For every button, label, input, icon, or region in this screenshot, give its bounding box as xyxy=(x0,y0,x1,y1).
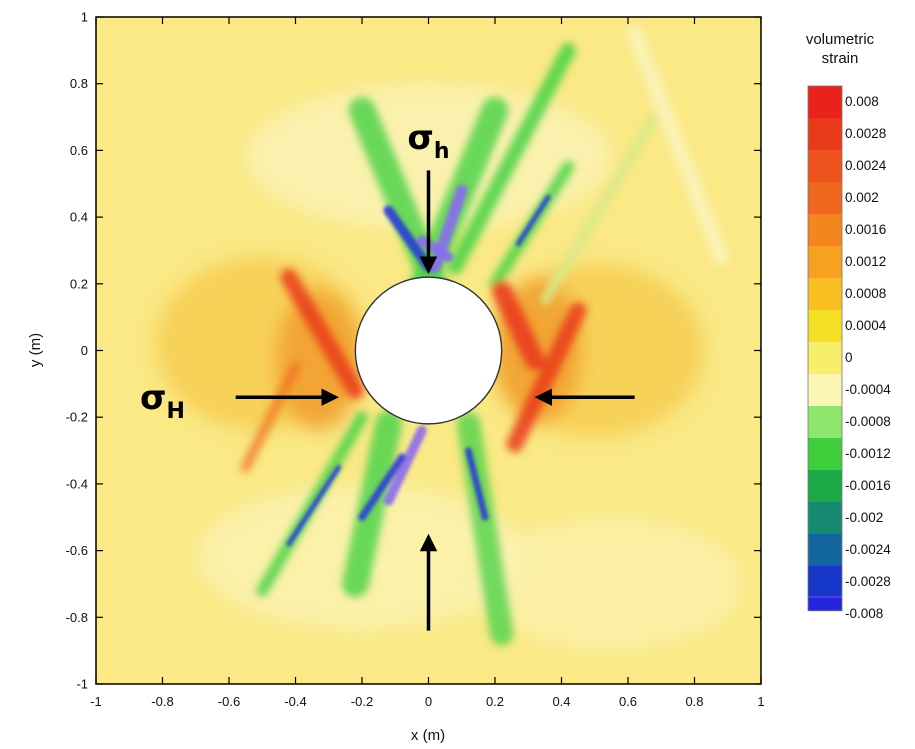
colorbar-label: 0.0004 xyxy=(845,318,887,333)
y-tick-label: 0 xyxy=(81,343,88,358)
colorbar-swatch xyxy=(808,182,842,214)
colorbar-swatch xyxy=(808,534,842,566)
colorbar-swatch xyxy=(808,598,842,611)
colorbar-swatch xyxy=(808,596,842,598)
colorbar-label: -0.0028 xyxy=(845,574,891,589)
y-tick-label: -0.8 xyxy=(66,610,88,625)
colorbar-label: 0.002 xyxy=(845,190,879,205)
colorbar-swatch xyxy=(808,502,842,534)
y-tick-label: 0.8 xyxy=(70,76,88,91)
y-axis-title: y (m) xyxy=(27,333,44,367)
colorbar-label: -0.0008 xyxy=(845,414,891,429)
x-tick-label: -0.4 xyxy=(284,694,306,709)
colorbar-label: 0.0008 xyxy=(845,286,886,301)
colorbar-label: -0.008 xyxy=(845,606,883,621)
shear-band xyxy=(280,268,364,399)
colorbar-swatch xyxy=(808,86,842,118)
x-tick-label: -0.8 xyxy=(151,694,173,709)
colorbar-label: -0.0004 xyxy=(845,382,891,397)
strain-core xyxy=(383,425,427,506)
colorbar-swatch xyxy=(808,566,842,598)
colorbar-label: 0.0024 xyxy=(845,158,887,173)
orange-zone xyxy=(275,290,362,431)
x-tick-label: -0.6 xyxy=(218,694,240,709)
strain-core xyxy=(515,194,551,247)
strain-core xyxy=(416,235,454,263)
colorbar-swatch xyxy=(808,310,842,342)
y-tick-label: 0.2 xyxy=(70,276,88,291)
colorbar-label: 0.0012 xyxy=(845,254,886,269)
strain-core xyxy=(465,447,489,521)
strain-core xyxy=(358,453,406,521)
colorbar-label: 0.0028 xyxy=(845,126,886,141)
colorbar-label: -0.0024 xyxy=(845,542,891,557)
shear-band xyxy=(456,412,514,646)
y-tick-label: -0.4 xyxy=(66,476,88,491)
axes: -1 -0.8 -0.6 -0.4 -0.2 0 0.2 0.4 0.6 0.8 1 1 0.8 0.6 0… xyxy=(66,10,765,710)
colorbar-title-line: volumetric xyxy=(806,31,875,48)
light-zone xyxy=(478,517,745,651)
colorbar-swatch xyxy=(808,406,842,438)
y-tick-label: 1 xyxy=(81,10,88,25)
colorbar-title-line: strain xyxy=(822,50,859,67)
colorbar-swatch xyxy=(808,150,842,182)
colorbar-swatch xyxy=(808,246,842,278)
colorbar-swatch xyxy=(808,374,842,406)
x-tick-label: 0.8 xyxy=(685,694,703,709)
colorbar-label: -0.002 xyxy=(845,510,883,525)
y-tick-label: -0.2 xyxy=(66,410,88,425)
colorbar-label: 0.008 xyxy=(845,94,879,109)
y-tick-label: 0.4 xyxy=(70,210,88,225)
light-zone xyxy=(245,83,612,231)
shear-band xyxy=(506,302,587,453)
colorbar-label: 0.0016 xyxy=(845,222,886,237)
y-tick-label: -0.6 xyxy=(66,543,88,558)
shear-band xyxy=(240,362,301,473)
colorbar-swatch xyxy=(808,438,842,470)
shear-band xyxy=(626,25,730,266)
y-tick-label: 0.6 xyxy=(70,143,88,158)
colorbar-swatch xyxy=(808,278,842,310)
x-tick-label: -1 xyxy=(90,694,102,709)
x-tick-label: -0.2 xyxy=(351,694,373,709)
colorbar-swatch xyxy=(808,118,842,150)
colorbar-swatch xyxy=(808,342,842,374)
x-tick-label: 0.2 xyxy=(486,694,504,709)
strain-core xyxy=(286,464,342,547)
colorbar: volumetric strain 0.008 0.0028 0.0024 0.002 0.… xyxy=(806,31,891,621)
colorbar-label: 0 xyxy=(845,350,853,365)
colorbar-swatch xyxy=(808,470,842,502)
shear-band xyxy=(539,112,660,306)
sigma-h-subscript: h xyxy=(434,139,450,164)
colorbar-label: -0.0012 xyxy=(845,446,891,461)
x-tick-label: 0 xyxy=(425,694,432,709)
sigma-H-subscript: H xyxy=(167,399,185,424)
shear-band xyxy=(447,42,576,275)
colorbar-frame xyxy=(807,85,843,612)
x-axis-title: x (m) xyxy=(411,727,445,744)
y-tick-label: -1 xyxy=(76,677,88,692)
colorbar-swatch xyxy=(808,214,842,246)
x-tick-label: 0.6 xyxy=(619,694,637,709)
x-tick-label: 1 xyxy=(757,694,764,709)
x-tick-label: 0.4 xyxy=(552,694,570,709)
borehole xyxy=(354,276,503,425)
colorbar-label: -0.0016 xyxy=(845,478,891,493)
shear-band xyxy=(491,280,545,371)
